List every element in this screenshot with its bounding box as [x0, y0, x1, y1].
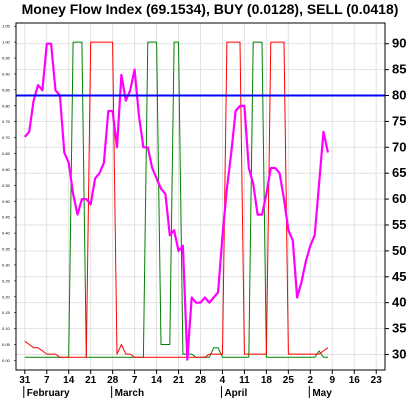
x-tick-label: 7 — [44, 375, 50, 386]
left-tick-label: 0.00 — [2, 358, 11, 363]
x-tick-label: 14 — [151, 375, 163, 386]
month-label: March — [115, 388, 144, 399]
x-axis-ticks: 31 7 14 21 28 7 14 21 28 4 11 18 25 2 9 16 23 — [19, 370, 382, 386]
right-tick-label: 75 — [392, 113, 406, 128]
left-tick-label: 0.70 — [2, 135, 11, 140]
left-tick-label: 1.05 — [2, 24, 11, 29]
left-tick-label: 0.35 — [2, 247, 11, 252]
right-tick-label: 90 — [392, 36, 406, 51]
x-tick-label: 28 — [195, 375, 207, 386]
left-tick-label: 0.75 — [2, 119, 11, 124]
left-tick-label: 1.00 — [2, 40, 11, 45]
right-tick-label: 45 — [392, 269, 406, 284]
x-tick-label: 16 — [349, 375, 361, 386]
x-tick-label: 28 — [107, 375, 119, 386]
month-label: May — [312, 388, 332, 399]
left-tick-label: 0.60 — [2, 167, 11, 172]
left-tick-label: 0.65 — [2, 151, 11, 156]
left-tick-label: 0.95 — [2, 56, 11, 61]
x-tick-label: 14 — [63, 375, 75, 386]
x-tick-label: 31 — [19, 375, 31, 386]
right-tick-label: 65 — [392, 165, 406, 180]
x-tick-label: 18 — [261, 375, 273, 386]
x-tick-label: 9 — [330, 375, 336, 386]
right-tick-label: 70 — [392, 139, 406, 154]
right-tick-label: 55 — [392, 217, 406, 232]
left-tick-label: 0.15 — [2, 310, 11, 315]
left-tick-label: 0.45 — [2, 215, 11, 220]
buy-line — [24, 41, 328, 358]
left-tick-label: 0.20 — [2, 294, 11, 299]
right-tick-label: 50 — [392, 243, 406, 258]
right-tick-label: 85 — [392, 62, 406, 77]
right-tick-label: 30 — [392, 346, 406, 361]
x-tick-label: 7 — [132, 375, 138, 386]
left-tick-label: 0.50 — [2, 199, 11, 204]
left-tick-label: 0.85 — [2, 87, 11, 92]
x-tick-label: 21 — [173, 375, 185, 386]
chart-title: Money Flow Index (69.1534), BUY (0.0128)… — [22, 1, 399, 17]
month-label: February — [27, 388, 70, 399]
right-tick-label: 35 — [392, 321, 406, 336]
series-lines — [23, 41, 329, 361]
right-axis-ticks: 30 35 40 45 50 55 60 65 70 75 80 85 90 — [385, 36, 406, 361]
x-tick-label: 2 — [308, 375, 314, 386]
x-tick-label: 4 — [220, 375, 226, 386]
month-labels: February March April May — [23, 386, 332, 399]
x-tick-label: 25 — [283, 375, 295, 386]
left-tick-label: 0.10 — [2, 326, 11, 331]
left-tick-label: 0.90 — [2, 71, 11, 76]
mfi-line — [23, 42, 329, 361]
x-tick-label: 23 — [371, 375, 383, 386]
right-tick-label: 80 — [392, 88, 406, 103]
right-tick-label: 60 — [392, 191, 406, 206]
month-label: April — [224, 388, 247, 399]
left-tick-label: 0.55 — [2, 183, 11, 188]
left-axis-ticks: 0.00 0.05 0.10 0.15 0.20 0.25 0.30 0.35 0.40 0.45… — [2, 24, 16, 363]
x-tick-label: 21 — [85, 375, 97, 386]
sell-line — [24, 41, 329, 358]
right-tick-label: 40 — [392, 295, 406, 310]
left-tick-label: 0.30 — [2, 262, 11, 267]
left-tick-label: 0.80 — [2, 103, 11, 108]
left-tick-label: 0.05 — [2, 342, 11, 347]
x-tick-label: 11 — [239, 375, 250, 386]
left-tick-label: 0.25 — [2, 278, 11, 283]
left-tick-label: 0.40 — [2, 231, 11, 236]
